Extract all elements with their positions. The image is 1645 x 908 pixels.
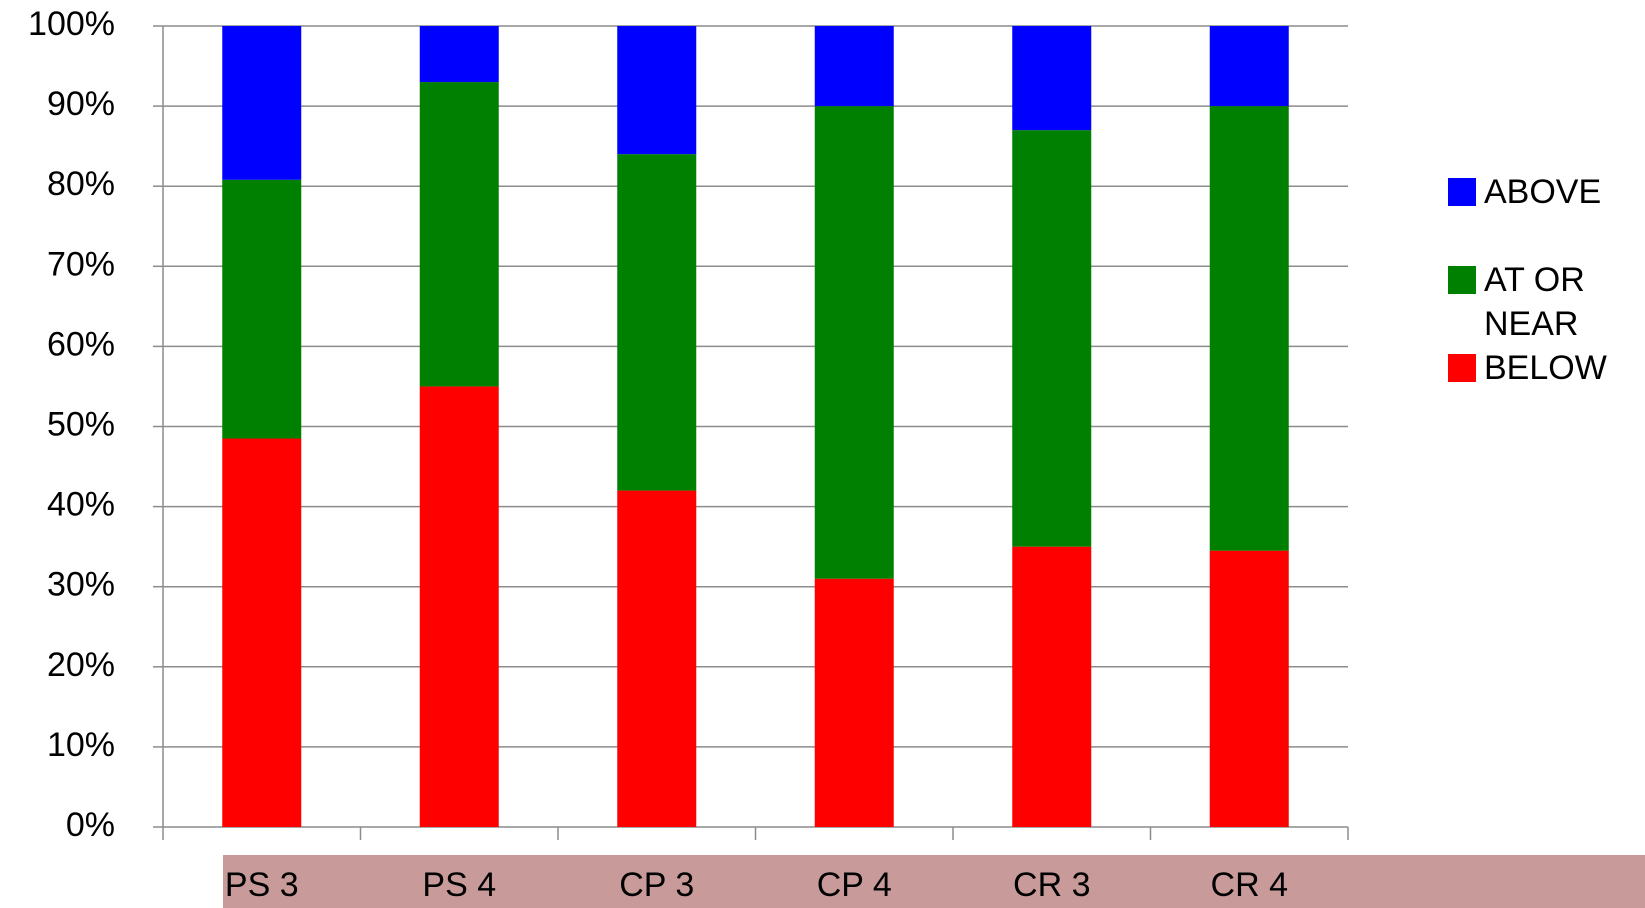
bar-segment <box>617 154 697 491</box>
y-tick-label: 50% <box>47 405 115 443</box>
y-tick-label: 0% <box>66 806 115 844</box>
bar-segment <box>617 26 697 155</box>
y-tick-label: 80% <box>47 165 115 203</box>
y-tick-label: 40% <box>47 486 115 524</box>
y-tick-label: 70% <box>47 245 115 283</box>
legend: ABOVE AT OR NEAR BELOW <box>1448 170 1608 434</box>
legend-swatch <box>1448 178 1476 206</box>
bar-segment <box>222 26 302 180</box>
y-tick-label: 10% <box>47 726 115 764</box>
bar-segment <box>814 26 894 107</box>
bar-segment <box>814 578 894 827</box>
bar-segment <box>222 179 302 439</box>
y-tick-label: 30% <box>47 566 115 604</box>
legend-label: ABOVE <box>1484 173 1602 211</box>
legend-item: BELOW <box>1448 346 1608 390</box>
x-tick-label: CP 4 <box>817 866 892 904</box>
bar-segment <box>1209 106 1289 551</box>
bar-segment <box>1012 26 1092 131</box>
y-tick-label: 90% <box>47 85 115 123</box>
legend-swatch <box>1448 354 1476 382</box>
bar-segment <box>617 490 697 827</box>
legend-item: AT OR NEAR <box>1448 258 1608 346</box>
bar-segment <box>419 26 499 83</box>
bar-segment <box>419 82 499 387</box>
x-tick-label: PS 4 <box>422 866 496 904</box>
y-tick-label: 20% <box>47 646 115 684</box>
x-tick-label: CP 3 <box>619 866 694 904</box>
bar-segment <box>1012 546 1092 827</box>
legend-label: BELOW <box>1484 349 1607 387</box>
bar-segment <box>1209 550 1289 827</box>
bar-segment <box>814 106 894 579</box>
y-tick-label: 100% <box>28 5 115 43</box>
x-tick-label: PS 3 <box>225 866 299 904</box>
bar-segment <box>419 386 499 827</box>
legend-swatch <box>1448 266 1476 294</box>
footer-band <box>223 855 1645 908</box>
x-tick-label: CR 3 <box>1013 866 1090 904</box>
bar-segment <box>222 438 302 827</box>
y-tick-label: 60% <box>47 325 115 363</box>
bar-segment <box>1209 26 1289 107</box>
legend-label: AT OR NEAR <box>1484 261 1585 343</box>
bar-segment <box>1012 130 1092 547</box>
x-tick-label: CR 4 <box>1211 866 1288 904</box>
legend-item: ABOVE <box>1448 170 1608 214</box>
